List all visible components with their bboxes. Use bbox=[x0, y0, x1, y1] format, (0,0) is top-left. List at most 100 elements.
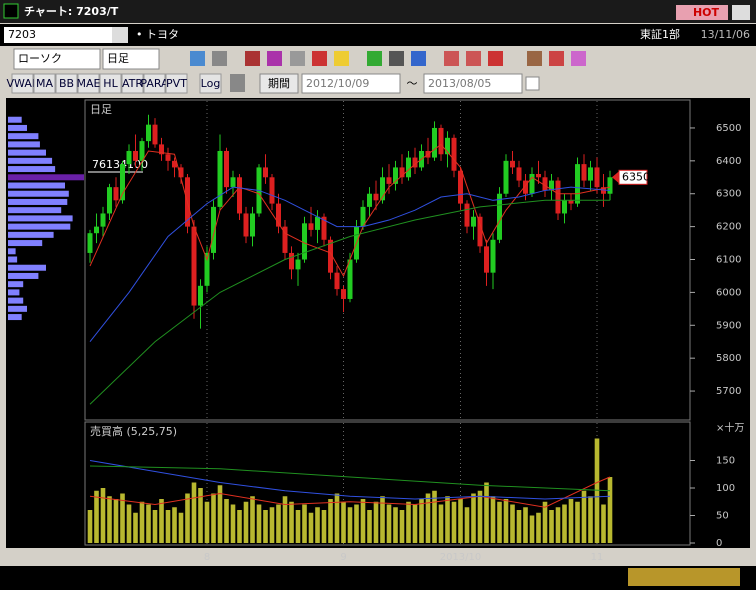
volume-bar bbox=[217, 485, 223, 543]
volume-bar bbox=[107, 496, 112, 543]
icon[interactable] bbox=[290, 51, 305, 66]
indicator-label[interactable]: ATR bbox=[122, 77, 143, 90]
indicator-button[interactable] bbox=[99, 73, 122, 94]
volume-bar bbox=[601, 504, 606, 543]
to-input[interactable] bbox=[423, 73, 523, 94]
code-input[interactable] bbox=[4, 27, 112, 43]
candle-body bbox=[230, 177, 236, 188]
range-button[interactable] bbox=[259, 73, 299, 94]
icon[interactable] bbox=[312, 51, 327, 66]
indicator-button[interactable] bbox=[33, 73, 56, 94]
candle-body bbox=[464, 203, 470, 227]
from-input[interactable] bbox=[301, 73, 401, 94]
volume-bar bbox=[497, 501, 502, 543]
indicator-button[interactable] bbox=[199, 73, 222, 94]
code-text[interactable]: 7203 bbox=[8, 28, 36, 41]
volume-bar bbox=[126, 504, 132, 543]
candle-body bbox=[542, 177, 548, 191]
icon[interactable] bbox=[527, 51, 542, 66]
candle-body bbox=[146, 124, 151, 142]
candle-body bbox=[159, 144, 164, 155]
indicator-button[interactable] bbox=[11, 73, 34, 94]
volume-bar bbox=[159, 499, 164, 543]
candle-body bbox=[321, 216, 327, 240]
candle-body bbox=[100, 213, 106, 227]
indicator-label[interactable]: BB bbox=[59, 77, 74, 90]
period-select[interactable] bbox=[102, 48, 160, 70]
hot-button[interactable] bbox=[676, 5, 728, 20]
indicator-label[interactable]: Log bbox=[201, 77, 221, 90]
period[interactable]: 日足 bbox=[107, 52, 129, 65]
candle-body bbox=[308, 223, 314, 230]
hot-label[interactable]: HOT bbox=[693, 6, 720, 19]
candle-body bbox=[549, 180, 554, 191]
icon[interactable] bbox=[444, 51, 459, 66]
indicator-label[interactable]: MAE bbox=[77, 77, 101, 90]
profile-bar bbox=[8, 124, 27, 131]
y-tick-label: 6000 bbox=[716, 287, 741, 298]
icon[interactable] bbox=[245, 51, 260, 66]
chart-type-select[interactable] bbox=[13, 48, 101, 70]
volume-bar bbox=[256, 504, 262, 543]
indicator-label[interactable]: PVT bbox=[166, 77, 187, 90]
candle-body bbox=[295, 259, 301, 270]
range-button-label[interactable]: 期間 bbox=[268, 77, 290, 90]
icon[interactable] bbox=[411, 51, 426, 66]
icon[interactable] bbox=[190, 51, 205, 66]
icon[interactable] bbox=[466, 51, 481, 66]
volume-bar bbox=[432, 490, 437, 543]
from-date[interactable]: 2012/10/09 bbox=[306, 77, 369, 90]
icon[interactable] bbox=[367, 51, 382, 66]
volume-bar bbox=[471, 493, 476, 543]
indicator-label[interactable]: VWAP bbox=[7, 77, 39, 90]
code-dropdown[interactable] bbox=[112, 27, 128, 43]
profile-bar bbox=[8, 297, 24, 304]
icon[interactable] bbox=[488, 51, 503, 66]
profile-bar bbox=[8, 141, 40, 148]
candle-body bbox=[347, 259, 353, 299]
indicator-button[interactable] bbox=[143, 73, 166, 94]
candle-body bbox=[380, 177, 385, 201]
volume-bar bbox=[308, 512, 314, 543]
overview-slider[interactable] bbox=[628, 568, 740, 586]
icon[interactable] bbox=[212, 51, 227, 66]
candle-body bbox=[315, 216, 320, 230]
indicator-button[interactable] bbox=[165, 73, 188, 94]
indicator-label[interactable]: PARA bbox=[140, 77, 169, 90]
indicator-button[interactable] bbox=[55, 73, 78, 94]
chart-type[interactable]: ローソク bbox=[18, 52, 62, 65]
indicator-label[interactable]: HL bbox=[103, 77, 118, 90]
indicator-button[interactable] bbox=[121, 73, 144, 94]
indicator-label[interactable]: MA bbox=[36, 77, 53, 90]
candle-body bbox=[562, 200, 567, 214]
candle-body bbox=[289, 252, 294, 270]
icon[interactable] bbox=[230, 74, 245, 92]
volume-bar bbox=[269, 507, 275, 543]
profile-bar bbox=[8, 314, 22, 321]
profile-bar bbox=[8, 166, 56, 173]
price-tag-arrow bbox=[612, 171, 619, 184]
icon[interactable] bbox=[267, 51, 282, 66]
icon[interactable] bbox=[549, 51, 564, 66]
volume-bar bbox=[146, 504, 151, 543]
volume-bar bbox=[360, 499, 366, 543]
candle-body bbox=[373, 193, 379, 201]
candle-body bbox=[282, 226, 288, 253]
icon[interactable] bbox=[389, 51, 404, 66]
to-date[interactable]: 2013/08/05 bbox=[428, 77, 491, 90]
candle-body bbox=[529, 173, 535, 194]
close-button[interactable] bbox=[732, 5, 750, 20]
candle-body bbox=[393, 167, 398, 184]
checkbox[interactable] bbox=[525, 76, 540, 91]
profile-bar bbox=[8, 223, 71, 230]
indicator-button[interactable] bbox=[77, 73, 100, 94]
icon[interactable] bbox=[334, 51, 349, 66]
icon[interactable] bbox=[571, 51, 586, 66]
profile-bar bbox=[8, 248, 16, 255]
candle-body bbox=[172, 160, 177, 168]
market: 東証1部 bbox=[640, 27, 680, 41]
volume-bar bbox=[425, 493, 431, 543]
volume-bar bbox=[419, 499, 424, 543]
candle-body bbox=[87, 233, 93, 253]
